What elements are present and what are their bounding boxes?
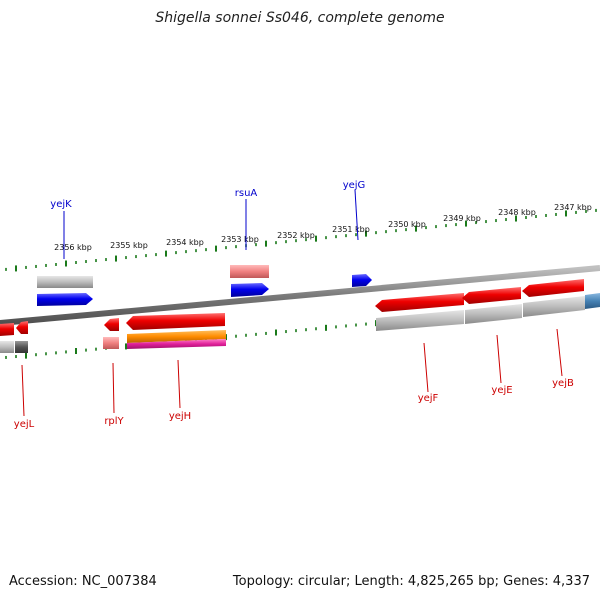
bottom-gene-labels: yejL rplY yejH yejF yejE yejB [14, 378, 574, 430]
cds-yejL[interactable] [15, 341, 28, 353]
gene-rsuA[interactable] [231, 283, 269, 297]
gene-yejG[interactable] [352, 274, 372, 287]
cds-rplY[interactable] [103, 337, 119, 349]
top-leader-lines [63, 189, 359, 259]
map-title: Shigella sonnei Ss046, complete genome [155, 10, 445, 26]
scale-label: 2351 kbp [332, 225, 370, 234]
feature-steel-edge[interactable] [585, 293, 600, 309]
label-rsuA[interactable]: rsuA [235, 188, 258, 199]
accession-text: Accession: NC_007384 [9, 574, 157, 589]
label-yejB[interactable]: yejB [552, 378, 574, 389]
outer-tick-ring [5, 208, 597, 272]
gene-yejK[interactable] [37, 293, 93, 306]
scale-label: 2355 kbp [110, 241, 148, 250]
scale-label-group: 2356 kbp 2355 kbp 2354 kbp 2353 kbp 2352 kbp… [54, 203, 592, 252]
top-gene-labels: yejK rsuA yejG [50, 180, 365, 210]
gene-yejH[interactable] [126, 313, 225, 330]
scale-label: 2353 kbp [221, 235, 259, 244]
genome-summary-text: Topology: circular; Length: 4,825,265 bp… [232, 574, 590, 589]
scale-label: 2347 kbp [554, 203, 592, 212]
gene-yejL-left[interactable] [0, 323, 14, 336]
bottom-leader-lines [21, 328, 563, 417]
cds-yejK[interactable] [37, 276, 93, 288]
genome-backbone [0, 265, 600, 326]
scale-label: 2352 kbp [277, 231, 315, 240]
cds-yejB[interactable] [523, 296, 585, 317]
scale-label: 2350 kbp [388, 220, 426, 229]
cds-yejE[interactable] [465, 304, 522, 324]
cds-yejL-left[interactable] [0, 341, 14, 353]
label-yejH[interactable]: yejH [169, 411, 191, 422]
label-yejG[interactable]: yejG [343, 180, 366, 191]
gene-yejF[interactable] [375, 293, 464, 312]
top-gene-tracks [37, 265, 372, 306]
feature-yejH-orange[interactable] [127, 330, 226, 343]
feature-yejH-magenta[interactable] [127, 339, 226, 349]
gene-yejE[interactable] [462, 287, 521, 304]
label-yejL[interactable]: yejL [14, 419, 35, 430]
label-yejE[interactable]: yejE [491, 385, 512, 396]
label-yejK[interactable]: yejK [50, 199, 72, 210]
bottom-gene-tracks [0, 279, 600, 353]
gene-yejB[interactable] [522, 279, 584, 297]
scale-label: 2356 kbp [54, 243, 92, 252]
label-yejF[interactable]: yejF [418, 393, 439, 404]
scale-label: 2349 kbp [443, 214, 481, 223]
gene-yejL[interactable] [16, 321, 28, 334]
label-rplY[interactable]: rplY [104, 416, 124, 427]
cds-yejF[interactable] [376, 310, 464, 331]
gene-rsuA-rna[interactable] [230, 265, 269, 278]
scale-label: 2348 kbp [498, 208, 536, 217]
gene-rplY[interactable] [104, 318, 119, 331]
scale-label: 2354 kbp [166, 238, 204, 247]
